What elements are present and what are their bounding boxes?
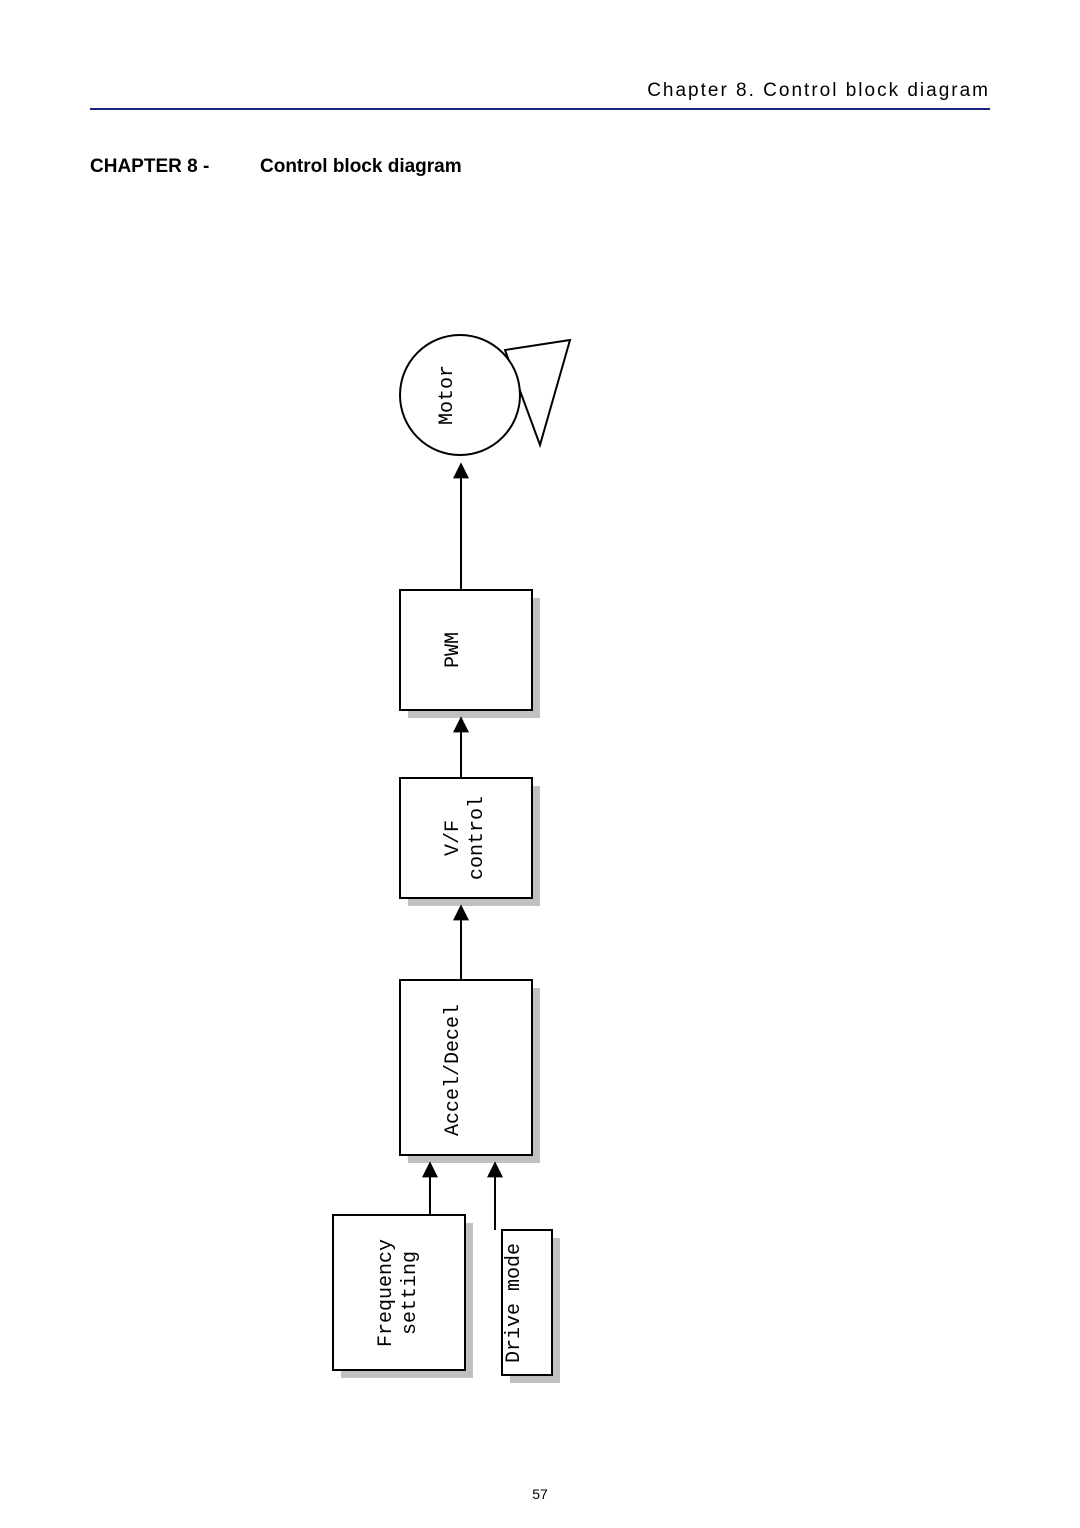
page-number: 57 — [0, 1486, 1080, 1502]
control-block-diagram: Motor PWM V/F control Accel/Decel Freque… — [0, 170, 1080, 1420]
node-label-motor: Motor — [436, 285, 484, 505]
running-head: Chapter 8. Control block diagram — [90, 80, 990, 110]
node-label-vf: V/F control — [442, 728, 490, 948]
node-label-accel: Accel/Decel — [442, 960, 490, 1180]
node-label-drive: Drive mode — [503, 1193, 551, 1413]
node-label-freq: Frequency setting — [375, 1183, 423, 1403]
page: Chapter 8. Control block diagram CHAPTER… — [0, 0, 1080, 1528]
node-label-pwm: PWM — [442, 540, 490, 760]
